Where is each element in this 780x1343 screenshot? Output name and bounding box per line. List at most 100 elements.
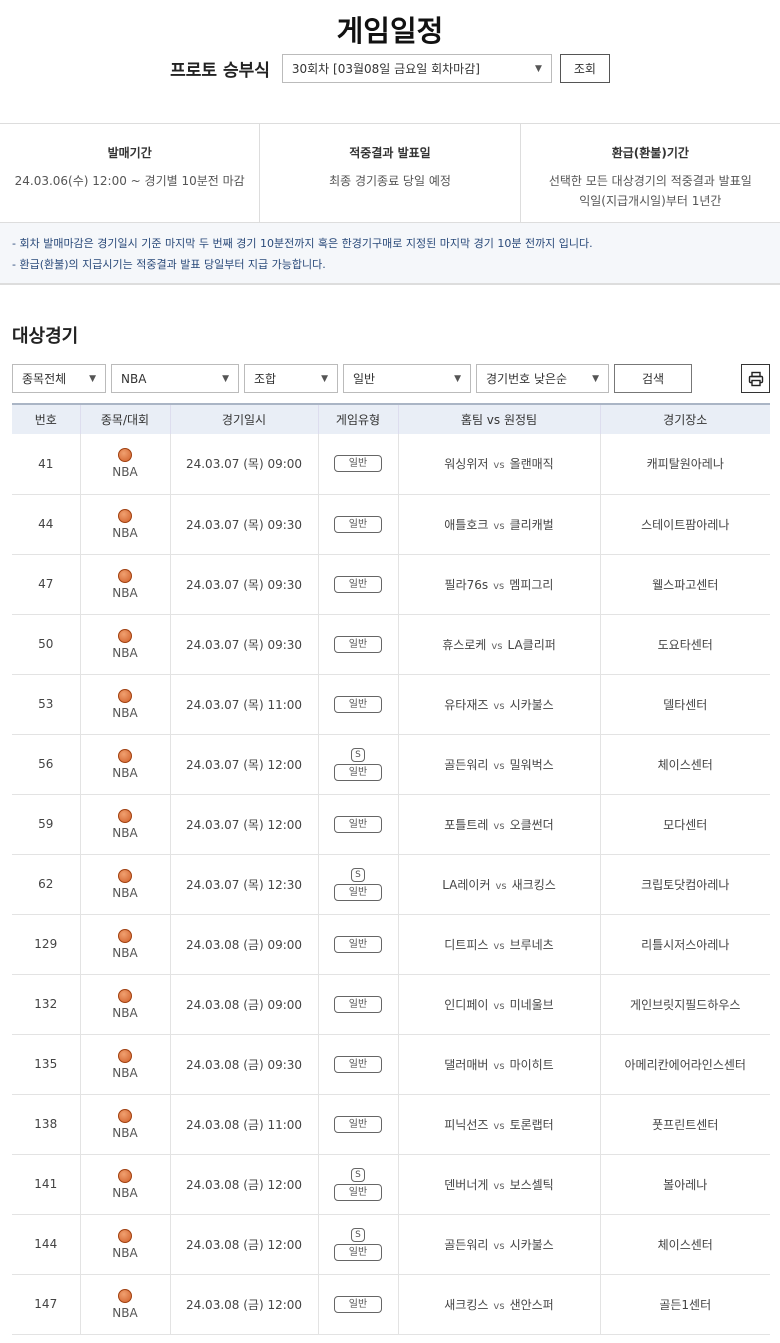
s-mark-icon: S [351,747,365,762]
home-team: 디트피스 [444,937,489,952]
home-team: 유타재즈 [444,697,489,712]
vs-label: vs [493,580,505,592]
type-filter[interactable]: 조합 ▼ [244,364,338,393]
game-date: 24.03.08 (금) 09:00 [170,974,319,1035]
home-team: 덴버너게 [444,1177,489,1192]
chevron-down-icon: ▼ [321,373,328,384]
game-type-badge: 일반 [334,695,382,713]
type-filter-value: 조합 [254,372,277,386]
game-type-cell: 일반 [318,614,399,675]
game-number: 56 [12,734,81,795]
basketball-icon [118,808,132,823]
basketball-icon [118,1048,132,1063]
league-cell: NBA [80,1154,171,1215]
league-name: NBA [112,945,138,960]
game-type-cell: 일반 [318,1094,399,1155]
printer-icon [748,371,763,386]
teams-cell: 필라76s vs 멤피그리 [398,554,601,615]
venue: 볼아레나 [600,1154,770,1215]
league-cell: NBA [80,674,171,735]
home-team: 골든워리 [444,1237,489,1252]
info-panel: 발매기간 24.03.06(수) 12:00 ~ 경기별 10분전 마감 적중결과… [0,123,780,223]
basketball-icon [118,1168,132,1183]
lookup-button[interactable]: 조회 [559,54,610,83]
vs-label: vs [493,760,505,772]
teams-cell: 인디페이 vs 미네울브 [398,974,601,1035]
table-row[interactable]: 138 NBA 24.03.08 (금) 11:00 일반 피닉선즈 vs 토론랩터… [12,1094,770,1155]
venue: 모다센터 [600,794,770,855]
table-row[interactable]: 44 NBA 24.03.07 (목) 09:30 일반 애틀호크 vs 클리캐벌 … [12,494,770,555]
away-team: 시카불스 [509,697,554,712]
home-team: 피닉선즈 [444,1117,489,1132]
table-row[interactable]: 141 NBA 24.03.08 (금) 12:00 S 일반 덴버너게 vs 보스셀… [12,1154,770,1215]
game-type-badge: 일반 [334,815,382,833]
teams-cell: 피닉선즈 vs 토론랩터 [398,1094,601,1155]
league-name: NBA [112,705,138,720]
chevron-down-icon: ▼ [222,373,229,384]
venue: 크립토닷컴아레나 [600,854,770,915]
game-number: 129 [12,914,81,975]
column-header: 홈팀 vs 원정팀 [398,404,601,434]
venue: 델타센터 [600,674,770,735]
game-date: 24.03.07 (목) 09:30 [170,494,319,555]
table-row[interactable]: 56 NBA 24.03.07 (목) 12:00 S 일반 골든워리 vs 밀워벅스… [12,734,770,795]
away-team: 오클썬더 [509,817,554,832]
game-type-cell: 일반 [318,554,399,615]
game-type-cell: 일반 [318,1034,399,1095]
teams-cell: 휴스로케 vs LA클리퍼 [398,614,601,675]
game-type-cell: 일반 [318,494,399,555]
round-selector: 프로토 승부식 30회차 [03월08일 금요일 회차마감] ▼ 조회 [0,54,780,83]
round-select[interactable]: 30회차 [03월08일 금요일 회차마감] ▼ [281,54,552,83]
venue: 리틀시저스아레나 [600,914,770,975]
search-button[interactable]: 검색 [614,364,692,393]
basketball-icon [118,688,132,703]
table-row[interactable]: 41 NBA 24.03.07 (목) 09:00 일반 워싱위저 vs 올랜매직 … [12,434,770,495]
league-filter[interactable]: NBA ▼ [111,364,239,393]
table-row[interactable]: 144 NBA 24.03.08 (금) 12:00 S 일반 골든워리 vs 시카불… [12,1214,770,1275]
league-name: NBA [112,1305,138,1320]
table-row[interactable]: 59 NBA 24.03.07 (목) 12:00 일반 포틀트레 vs 오클썬더 … [12,794,770,855]
chevron-down-icon: ▼ [89,373,96,384]
chevron-down-icon: ▼ [454,373,461,384]
game-type-cell: 일반 [318,434,399,495]
vs-label: vs [493,1060,505,1072]
table-row[interactable]: 129 NBA 24.03.08 (금) 09:00 일반 디트피스 vs 브루네츠… [12,914,770,975]
table-row[interactable]: 132 NBA 24.03.08 (금) 09:00 일반 인디페이 vs 미네울브… [12,974,770,1035]
venue: 웰스파고센터 [600,554,770,615]
game-type-badge: 일반 [334,1295,382,1313]
vs-label: vs [493,700,505,712]
game-type-cell: S 일반 [318,734,399,795]
vs-label: vs [493,940,505,952]
home-team: 워싱위저 [444,457,489,472]
away-team: 미네울브 [509,997,554,1012]
game-type-cell: 일반 [318,674,399,735]
game-number: 59 [12,794,81,855]
table-row[interactable]: 47 NBA 24.03.07 (목) 09:30 일반 필라76s vs 멤피그리… [12,554,770,615]
away-team: 토론랩터 [509,1117,554,1132]
sort-filter[interactable]: 경기번호 낮은순 ▼ [476,364,609,393]
filter-bar: 종목전체 ▼ NBA ▼ 조합 ▼ 일반 ▼ 경기번호 낮은순 ▼ 검색 [12,364,692,393]
game-date: 24.03.08 (금) 12:00 [170,1154,319,1215]
table-row[interactable]: 62 NBA 24.03.07 (목) 12:30 S 일반 LA레이커 vs 새크킹… [12,854,770,915]
chevron-down-icon: ▼ [534,63,542,74]
table-row[interactable]: 50 NBA 24.03.07 (목) 09:30 일반 휴스로케 vs LA클리퍼… [12,614,770,675]
sport-filter[interactable]: 종목전체 ▼ [12,364,106,393]
info-text: 선택한 모든 대상경기의 적중결과 발표일 [548,174,752,188]
print-button[interactable] [741,364,770,393]
table-row[interactable]: 135 NBA 24.03.08 (금) 09:30 일반 댈러매버 vs 마이히트… [12,1034,770,1095]
league-name: NBA [112,1185,138,1200]
basketball-icon [118,628,132,643]
game-filter[interactable]: 일반 ▼ [343,364,471,393]
s-mark-icon: S [351,867,365,882]
teams-cell: 워싱위저 vs 올랜매직 [398,434,601,495]
basketball-icon [118,1228,132,1243]
table-row[interactable]: 53 NBA 24.03.07 (목) 11:00 일반 유타재즈 vs 시카불스 … [12,674,770,735]
game-number: 141 [12,1154,81,1215]
sort-filter-value: 경기번호 낮은순 [486,372,568,386]
table-row[interactable]: 147 NBA 24.03.08 (금) 12:00 일반 새크킹스 vs 샌안스퍼… [12,1274,770,1335]
league-name: NBA [112,1065,138,1080]
vs-label: vs [491,640,503,652]
game-number: 132 [12,974,81,1035]
chevron-down-icon: ▼ [592,373,599,384]
vs-label: vs [493,520,505,532]
